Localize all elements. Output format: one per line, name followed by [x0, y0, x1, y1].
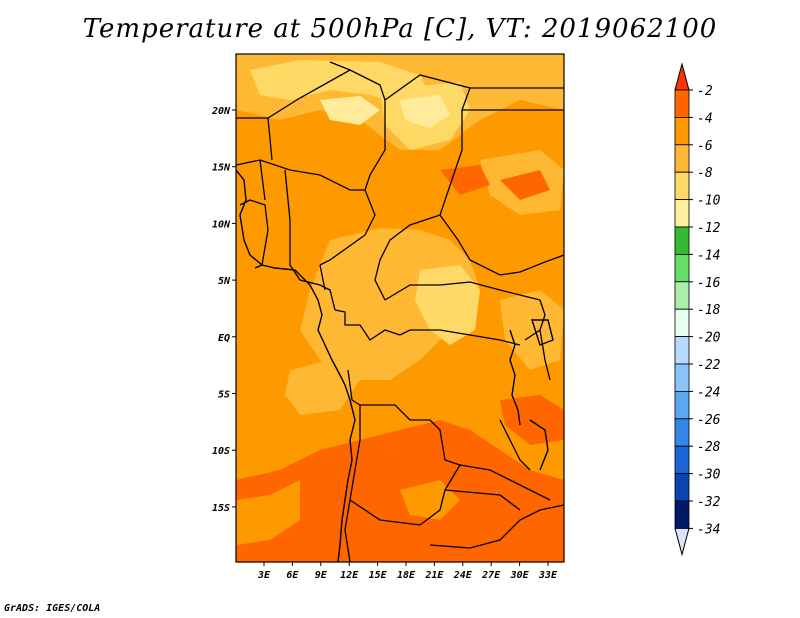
colorbar-label: -24 [697, 385, 720, 400]
colorbar-cell [674, 226, 690, 255]
colorbar-label: -34 [697, 522, 720, 537]
lon-label: 12E [340, 570, 359, 581]
colorbar-label: -22 [697, 358, 721, 373]
colorbar-label: -2 [697, 84, 713, 99]
lat-label: 10N [212, 219, 231, 230]
colorbar-label: -12 [697, 221, 721, 236]
colorbar-cell [674, 171, 690, 200]
lon-label: 30E [510, 570, 530, 581]
country-borders [236, 61, 564, 562]
colorbar-legend: -2 -4 -6 -8 -10 -12 -14 -16 -18 -20 -22 -24 -26 -28 -3… [674, 62, 721, 557]
lon-label: 24E [453, 570, 473, 581]
lat-label: EQ [218, 333, 230, 344]
colorbar-cell [674, 308, 690, 338]
colorbar-cell [674, 473, 690, 502]
lon-label: 27E [481, 570, 501, 581]
colorbar-label: -18 [697, 303, 721, 318]
lon-label: 33E [538, 570, 558, 581]
map-frame [235, 53, 565, 563]
colorbar-cell [674, 500, 690, 529]
colorbar-cell [674, 117, 690, 146]
colorbar-label: -20 [697, 331, 721, 346]
lon-label: 6E [286, 570, 299, 581]
lon-label: 21E [424, 570, 444, 581]
latitude-axis: 20N 15N 10N 5N EQ 5S 10S 15S [211, 106, 236, 514]
colorbar-label: -4 [697, 111, 713, 126]
colorbar-cell [674, 199, 690, 228]
colorbar-cell [674, 363, 690, 392]
colorbar-label: -8 [697, 166, 713, 181]
lon-label: 18E [397, 570, 416, 581]
colorbar-label: -14 [697, 248, 720, 263]
longitude-axis: 3E 6E 9E 12E 15E 18E 21E 24E 27E 30E 33E [257, 562, 558, 581]
colorbar-cell [674, 281, 690, 310]
colorbar-label: -10 [697, 194, 721, 209]
map-title: Temperature at 500hPa [C], VT: 201906210… [82, 14, 718, 44]
lon-label: 9E [315, 570, 328, 581]
colorbar-label: -28 [697, 440, 721, 455]
colorbar-cell [674, 89, 690, 118]
colorbar-cell [674, 253, 690, 283]
temperature-field [236, 54, 564, 562]
credit-label: GrADS: IGES/COLA [4, 603, 101, 614]
lat-label: 5N [218, 276, 231, 287]
colorbar-cell [674, 445, 690, 475]
colorbar-label: -32 [697, 495, 721, 510]
lat-label: 20N [211, 106, 231, 117]
coastline [236, 169, 554, 562]
colorbar-cell [674, 390, 690, 420]
colorbar-top-arrow [674, 62, 690, 91]
colorbar-cell [674, 418, 690, 447]
colorbar-bottom-arrow [674, 527, 690, 557]
colorbar-label: -16 [697, 276, 721, 291]
lon-label: 15E [369, 570, 388, 581]
lat-label: 15N [212, 163, 231, 174]
lon-label: 3E [257, 570, 271, 581]
colorbar-cell [674, 336, 690, 365]
colorbar-label: -6 [697, 139, 713, 154]
colorbar-cell [674, 144, 690, 173]
colorbar-label: -26 [697, 413, 721, 428]
lat-label: 10S [212, 446, 230, 457]
colorbar-label: -30 [697, 468, 721, 483]
lat-label: 15S [212, 503, 230, 514]
lat-label: 5S [218, 390, 230, 401]
